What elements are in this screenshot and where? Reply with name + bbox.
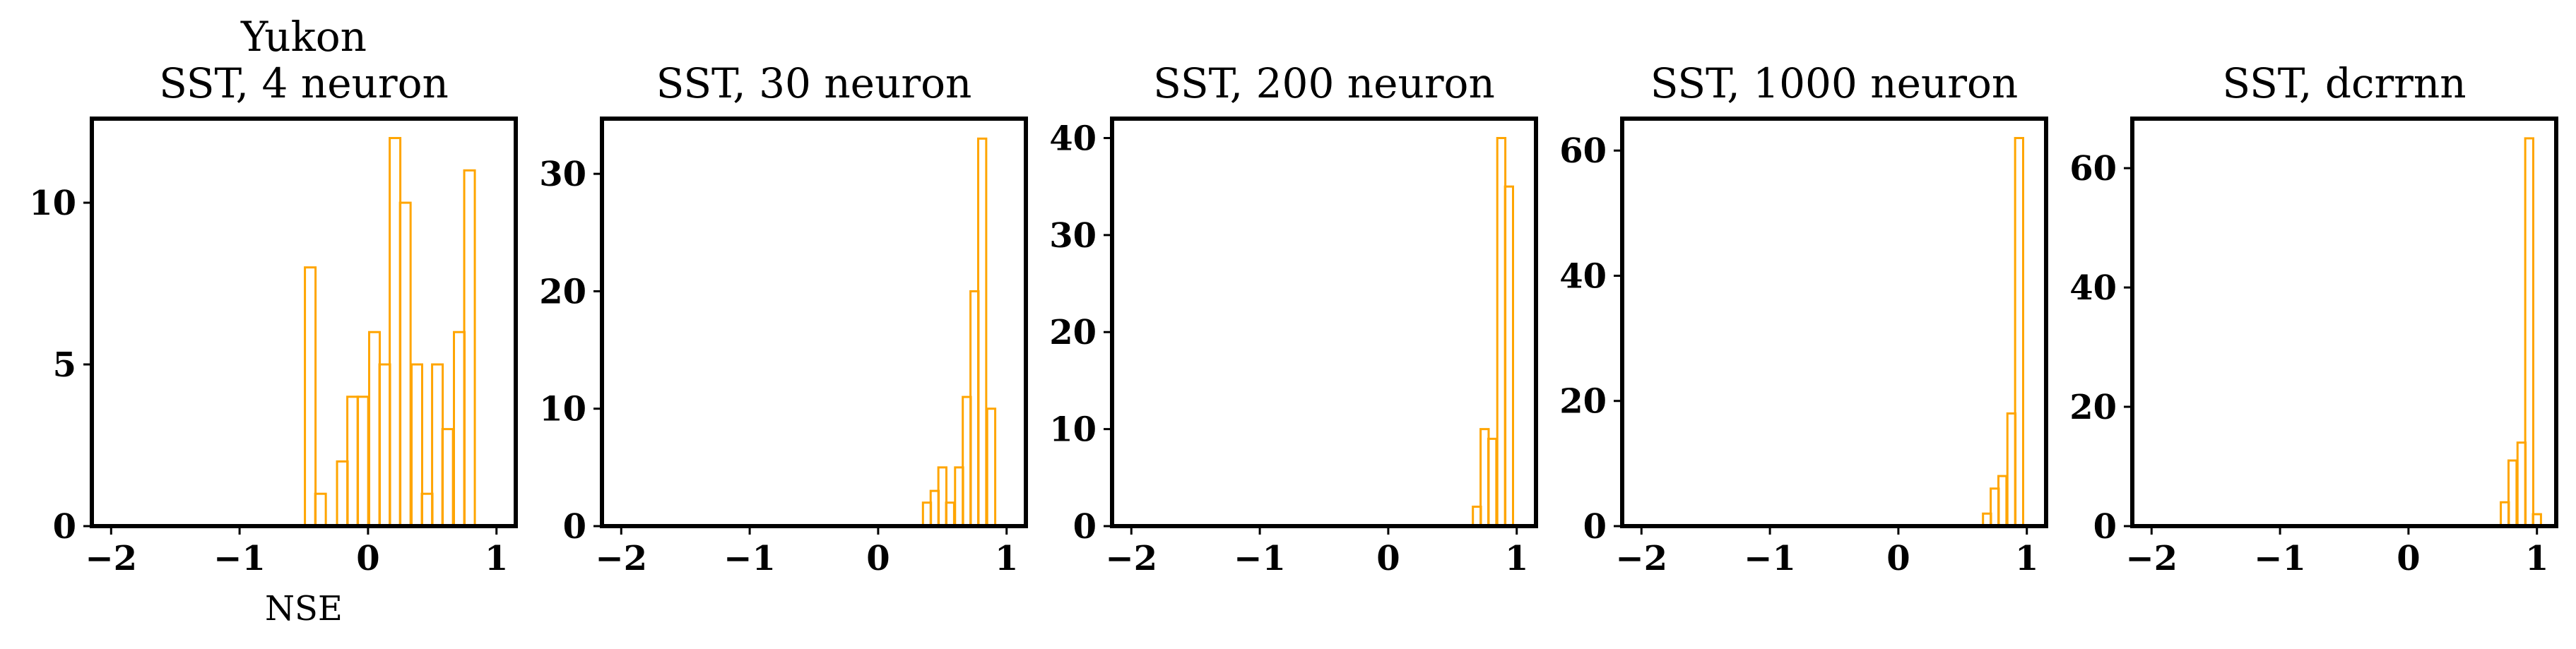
y-tick-label: 60	[1559, 131, 1607, 171]
x-tick-label: −1	[1744, 539, 1796, 578]
histogram-bar	[441, 428, 454, 528]
axes-frame	[90, 117, 518, 528]
x-axis-label: NSE	[265, 589, 343, 629]
x-tick-label: 1	[485, 539, 508, 578]
histogram-bar	[314, 492, 327, 528]
histogram-bar	[431, 363, 444, 528]
histogram-bar	[368, 331, 381, 528]
axes-frame	[2130, 117, 2558, 528]
chart-title-line: Yukon	[240, 13, 367, 61]
x-tick-label: −1	[213, 539, 266, 578]
y-tick-label: 10	[539, 390, 586, 429]
x-tick-label: 0	[356, 539, 379, 578]
y-tick-label: 30	[539, 155, 586, 194]
y-tick-label: 60	[2069, 149, 2117, 189]
x-tick-label: −2	[85, 539, 137, 578]
histogram-bar	[410, 363, 423, 528]
x-tick-label: 0	[1886, 539, 1910, 578]
histogram-bar	[389, 136, 402, 528]
y-tick-label: 10	[1049, 410, 1097, 450]
x-tick-label: 0	[2397, 539, 2420, 578]
x-tick-label: 1	[2525, 539, 2548, 578]
x-tick-label: −2	[1105, 539, 1157, 578]
y-tick-label: 0	[53, 507, 76, 547]
histogram-bar	[453, 331, 466, 528]
x-tick-label: −1	[1234, 539, 1286, 578]
y-tick-label: 5	[53, 345, 76, 385]
chart-title-line: SST, 200 neuron	[1153, 59, 1495, 107]
chart-title-line: SST, dcrrnn	[2222, 59, 2466, 107]
x-tick-label: 0	[866, 539, 890, 578]
y-tick-label: 20	[1559, 382, 1607, 422]
axes-frame	[1620, 117, 2048, 528]
y-tick-label: 0	[563, 507, 586, 547]
axes-frame	[600, 117, 1028, 528]
x-tick-label: 0	[1376, 539, 1400, 578]
histogram-bar	[336, 460, 349, 528]
y-tick-label: 40	[2069, 268, 2117, 308]
x-tick-label: −1	[2254, 539, 2306, 578]
x-tick-label: −2	[595, 539, 647, 578]
y-tick-label: 20	[2069, 388, 2117, 427]
y-tick-label: 20	[539, 272, 586, 311]
histogram-bar	[398, 201, 412, 528]
y-tick-label: 0	[1073, 507, 1097, 547]
y-tick-label: 0	[2093, 507, 2117, 547]
y-tick-label: 0	[1583, 507, 1607, 547]
histogram-bar	[986, 407, 997, 528]
x-tick-label: −2	[1615, 539, 1667, 578]
chart-title-line: SST, 1000 neuron	[1650, 59, 2019, 107]
histogram-bar	[463, 169, 476, 528]
histogram-bar	[304, 266, 317, 528]
x-tick-label: −1	[723, 539, 776, 578]
y-tick-label: 40	[1559, 256, 1607, 296]
histogram-bar	[420, 492, 434, 528]
chart-title-line: SST, 30 neuron	[656, 59, 972, 107]
x-tick-label: 1	[2015, 539, 2038, 578]
x-tick-label: 1	[995, 539, 1018, 578]
y-tick-label: 20	[1049, 313, 1097, 352]
chart-title-line: SST, 4 neuron	[159, 59, 449, 107]
histogram-bar	[378, 363, 391, 528]
axes-frame	[1110, 117, 1538, 528]
y-tick-label: 40	[1049, 119, 1097, 158]
histogram-bar	[346, 395, 360, 528]
histogram-bar	[356, 395, 370, 528]
y-tick-label: 30	[1049, 216, 1097, 256]
x-tick-label: −2	[2125, 539, 2178, 578]
y-tick-label: 10	[29, 184, 76, 223]
x-tick-label: 1	[1505, 539, 1528, 578]
